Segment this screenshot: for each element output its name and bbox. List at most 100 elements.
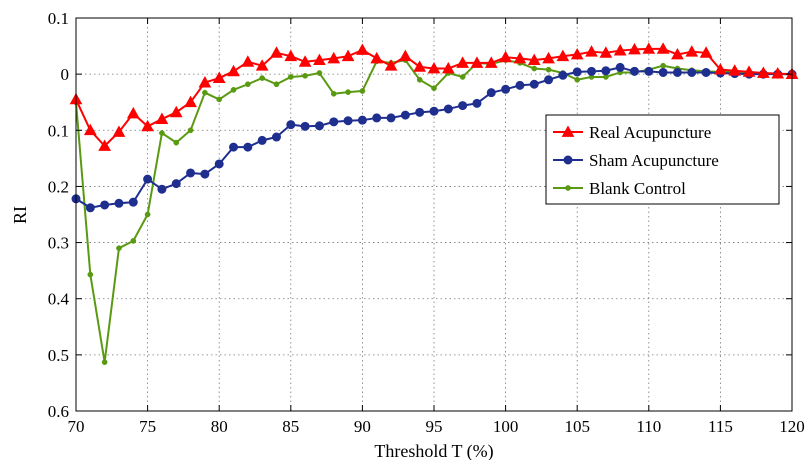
real-acupuncture-point — [427, 61, 441, 74]
blank-control-point — [259, 75, 266, 81]
y-axis-label: RI — [10, 206, 30, 224]
real-acupuncture-point — [399, 49, 412, 62]
sham-acupuncture-point — [558, 70, 568, 80]
sham-acupuncture-point — [243, 142, 253, 152]
real-acupuncture-point — [513, 51, 527, 64]
blank-control-point — [216, 96, 223, 103]
sham-acupuncture-point — [701, 67, 711, 77]
real-acupuncture-point — [155, 112, 169, 124]
x-tick-labels: 70 75 80 85 90 95 100 105 110 115 120 — [68, 417, 805, 436]
real-acupuncture-point — [270, 46, 283, 58]
x-tick-label: 120 — [779, 417, 805, 436]
real-acupuncture-point — [585, 45, 598, 57]
series-markers — [69, 42, 799, 366]
blank-control-point — [416, 76, 423, 83]
real-acupuncture-point — [341, 49, 355, 62]
blank-control-point — [316, 70, 323, 76]
real-acupuncture-point — [241, 55, 255, 67]
real-acupuncture-point — [685, 45, 699, 57]
blank-control-point — [287, 74, 294, 80]
sham-acupuncture-point — [300, 121, 310, 131]
real-acupuncture-point — [656, 42, 670, 54]
blank-control-point — [116, 245, 122, 252]
x-tick-label: 115 — [708, 417, 733, 436]
sham-acupuncture-point — [85, 203, 95, 213]
sham-acupuncture-point — [186, 168, 196, 178]
blank-control-point — [330, 90, 337, 97]
real-acupuncture-point — [456, 56, 469, 68]
real-acupuncture-point — [284, 49, 298, 62]
blank-control-point — [431, 85, 437, 92]
x-tick-label: 80 — [211, 417, 228, 436]
real-acupuncture-point — [757, 66, 770, 78]
sham-acupuncture-point — [658, 67, 668, 77]
y-tick-label: 0.1 — [48, 9, 69, 28]
y-tick-label: 0.2 — [48, 177, 69, 196]
real-acupuncture-point — [728, 64, 742, 76]
blank-control-point — [173, 139, 180, 146]
real-acupuncture-point — [599, 46, 613, 58]
real-acupuncture-point — [671, 47, 684, 60]
y-tick-label: 0.6 — [48, 402, 69, 421]
real-acupuncture-point — [642, 42, 656, 54]
real-acupuncture-point — [499, 50, 512, 63]
real-acupuncture-point — [356, 43, 369, 55]
sham-acupuncture-point — [572, 67, 582, 77]
blank-control-point — [660, 62, 666, 69]
sham-acupuncture-point — [286, 120, 296, 130]
sham-acupuncture-point — [615, 62, 625, 72]
real-acupuncture-point — [212, 71, 226, 83]
real-acupuncture-point — [742, 65, 756, 77]
legend-label-real-acupuncture: Real Acupuncture — [589, 123, 711, 142]
plot-area — [76, 18, 792, 411]
real-acupuncture-point — [169, 105, 183, 118]
sham-acupuncture-point — [400, 110, 410, 120]
blank-control-point — [302, 72, 308, 79]
y-tick-label: 0.5 — [48, 346, 69, 365]
real-acupuncture-point — [470, 56, 484, 68]
sham-acupuncture-point — [501, 84, 511, 94]
y-tick-labels: 0.1 0 0.1 0.2 0.3 0.4 0.5 0.6 — [48, 9, 70, 421]
sham-acupuncture-point — [314, 121, 324, 131]
real-acupuncture-point — [370, 51, 384, 64]
blank-control-point — [87, 271, 94, 278]
sham-acupuncture-point — [357, 115, 367, 125]
real-acupuncture-point — [628, 42, 641, 55]
y-tick-label: 0 — [61, 65, 70, 84]
real-acupuncture-point — [527, 53, 541, 66]
legend-box — [545, 114, 780, 205]
blank-control-point — [345, 89, 351, 95]
x-axis-label: Threshold T (%) — [374, 441, 493, 460]
sham-acupuncture-point — [544, 75, 554, 85]
blank-control-point — [545, 66, 552, 73]
x-tick-label: 90 — [354, 417, 371, 436]
real-acupuncture-point — [542, 51, 555, 64]
sham-acupuncture-point — [157, 184, 167, 194]
real-acupuncture-point — [198, 76, 212, 88]
sham-acupuncture-point — [100, 200, 110, 210]
real-acupuncture-point — [413, 60, 427, 72]
sham-acupuncture-point — [128, 197, 138, 207]
blank-control-point — [101, 359, 108, 366]
legend-marker-real-acupuncture — [561, 125, 575, 137]
real-acupuncture-point — [98, 139, 111, 151]
blank-control-point — [273, 81, 280, 88]
sham-acupuncture-point — [343, 116, 353, 126]
x-tick-label: 110 — [636, 417, 661, 436]
y-tick-label: 0.1 — [48, 121, 69, 140]
blank-control-point — [230, 87, 237, 93]
real-acupuncture-point — [298, 55, 312, 67]
blank-control-point — [244, 81, 251, 88]
real-acupuncture-point — [484, 56, 498, 68]
sham-acupuncture-point — [587, 66, 597, 76]
blank-control-point — [359, 88, 366, 94]
x-tick-label: 70 — [68, 417, 85, 436]
sham-acupuncture-point — [687, 67, 697, 77]
sham-acupuncture-point — [672, 67, 682, 77]
real-acupuncture-point — [126, 106, 140, 119]
real-acupuncture-point — [327, 51, 341, 64]
sham-acupuncture-point — [372, 113, 382, 123]
legend-marker-sham-acupuncture — [563, 155, 573, 165]
blank-control-point — [187, 127, 194, 134]
